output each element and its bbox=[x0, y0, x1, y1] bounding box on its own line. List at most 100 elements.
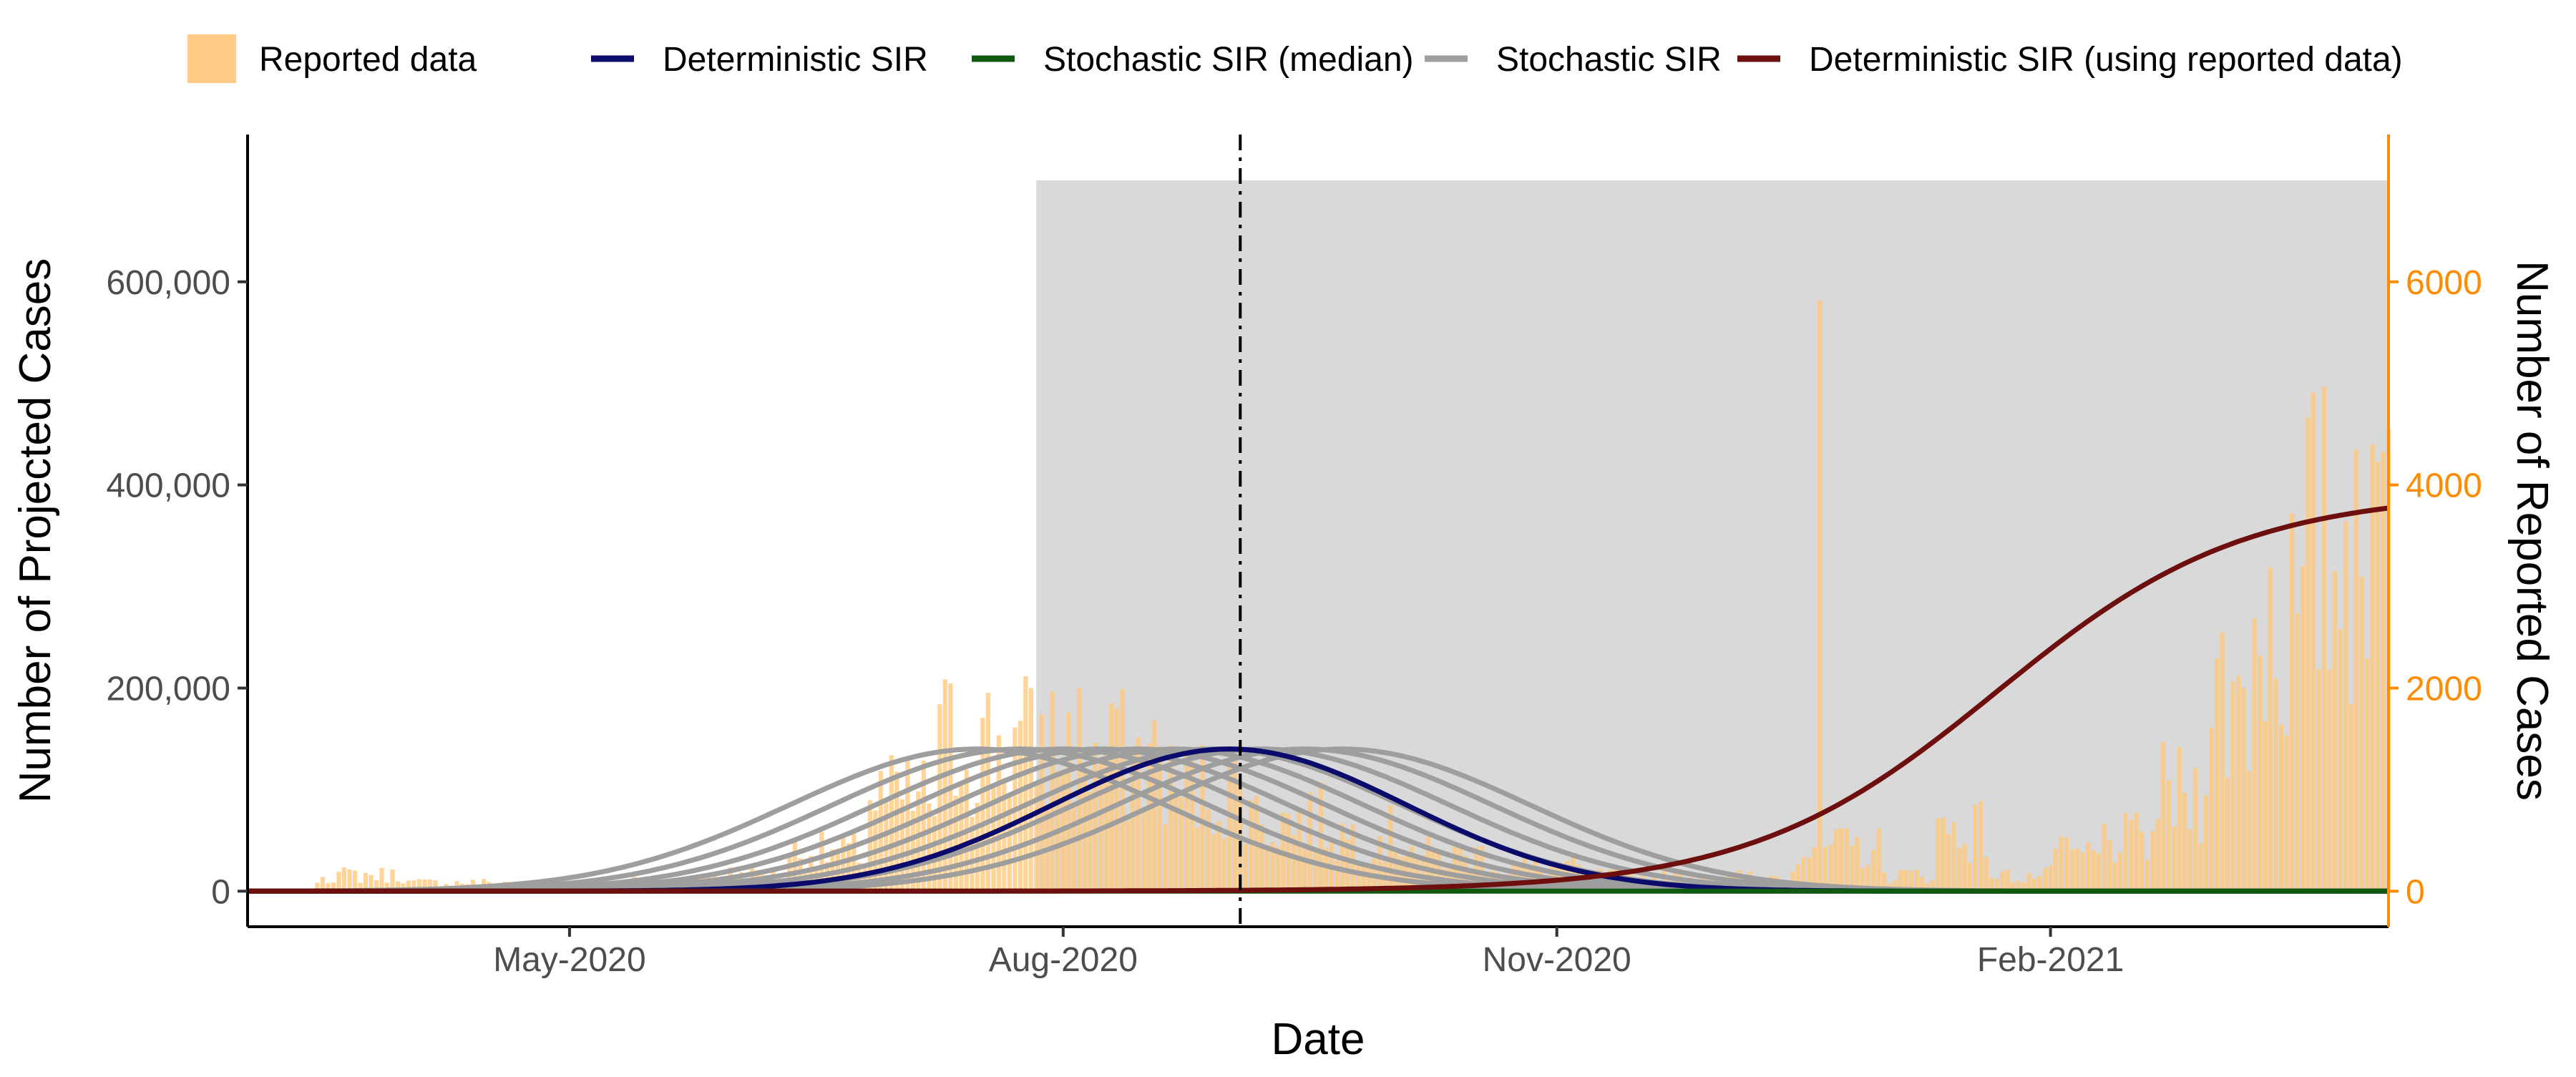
legend-item: Stochastic SIR (median) bbox=[972, 41, 1414, 79]
reported-bar bbox=[1302, 849, 1307, 892]
reported-bar bbox=[1865, 864, 1870, 892]
reported-bar bbox=[2080, 852, 2085, 892]
reported-bar bbox=[2139, 832, 2145, 892]
reported-bar bbox=[1946, 834, 1951, 892]
reported-bar bbox=[1286, 814, 1291, 892]
reported-bar bbox=[1189, 761, 1194, 892]
reported-bar bbox=[1195, 827, 1200, 892]
reported-bar bbox=[2112, 862, 2117, 892]
reported-bar bbox=[2278, 724, 2284, 892]
reported-bar bbox=[369, 874, 374, 892]
reported-bar bbox=[1243, 844, 1248, 892]
reported-bar bbox=[1270, 842, 1275, 892]
reported-bar bbox=[1264, 844, 1269, 892]
reported-bar bbox=[830, 849, 835, 892]
reported-bar bbox=[331, 882, 336, 892]
reported-bar bbox=[2263, 721, 2268, 892]
reported-bar bbox=[1930, 879, 1935, 892]
legend-item: Stochastic SIR bbox=[1425, 41, 1722, 79]
x-tick-label: Nov-2020 bbox=[1483, 941, 1631, 979]
reported-bar bbox=[2359, 577, 2364, 892]
reported-bar bbox=[1367, 866, 1372, 892]
reported-bar bbox=[2011, 882, 2016, 892]
reported-bar bbox=[422, 879, 427, 892]
reported-bar bbox=[1179, 796, 1184, 892]
reported-bar bbox=[942, 679, 947, 892]
reported-bar bbox=[2074, 848, 2080, 892]
reported-bar bbox=[1163, 824, 1168, 892]
legend-item: Reported data bbox=[187, 34, 477, 83]
reported-bar bbox=[2032, 879, 2037, 892]
reported-bar bbox=[1860, 867, 1865, 892]
reported-bar bbox=[1979, 801, 1984, 892]
reported-bar bbox=[2230, 681, 2235, 892]
reported-bar bbox=[1989, 877, 1994, 892]
reported-bar bbox=[1571, 855, 1576, 892]
reported-bar bbox=[326, 883, 331, 892]
reported-bar bbox=[401, 883, 406, 892]
reported-bar bbox=[1221, 838, 1226, 892]
reported-bar bbox=[2381, 452, 2386, 892]
reported-bar bbox=[1350, 824, 1355, 892]
reported-bar bbox=[1206, 809, 1211, 892]
reported-bar bbox=[2289, 513, 2295, 892]
reported-bar bbox=[1120, 688, 1125, 892]
reported-bar bbox=[1410, 846, 1415, 892]
reported-bar bbox=[1292, 834, 1297, 892]
legend-label: Stochastic SIR (median) bbox=[1043, 41, 1414, 79]
y-right-tick-label: 4000 bbox=[2406, 467, 2482, 505]
reported-bar bbox=[1968, 862, 1973, 892]
reported-bar bbox=[1973, 804, 1978, 892]
y-left-tick-label: 600,000 bbox=[106, 264, 230, 302]
reported-bar bbox=[2225, 777, 2230, 892]
reported-bar bbox=[374, 880, 379, 892]
reported-bar bbox=[390, 869, 395, 892]
reported-bar bbox=[2005, 869, 2010, 892]
reported-bar bbox=[1249, 799, 1254, 892]
reported-bar bbox=[1060, 774, 1065, 892]
reported-bar bbox=[980, 717, 985, 892]
reported-bar bbox=[1914, 869, 1919, 892]
reported-bar bbox=[1903, 869, 1908, 892]
reported-bar bbox=[2150, 831, 2155, 892]
y-left-tick-label: 400,000 bbox=[106, 467, 230, 505]
reported-bar bbox=[1211, 834, 1216, 892]
reported-bar bbox=[1324, 848, 1329, 892]
reported-bar bbox=[2332, 571, 2338, 892]
series-lines-layer bbox=[248, 505, 2389, 894]
reported-bar bbox=[1957, 848, 1962, 892]
reported-bar bbox=[427, 879, 433, 892]
reported-bar bbox=[1259, 824, 1264, 892]
reported-bar bbox=[1447, 864, 1452, 892]
reported-bar bbox=[2059, 837, 2064, 892]
legend-label: Deterministic SIR (using reported data) bbox=[1809, 41, 2403, 79]
reported-bar bbox=[2107, 839, 2112, 892]
reported-bar bbox=[2235, 676, 2241, 892]
reported-bar bbox=[2000, 871, 2005, 892]
reported-bar bbox=[2311, 392, 2316, 892]
reported-bar bbox=[2370, 444, 2375, 892]
reported-bar bbox=[2085, 842, 2091, 892]
reported-bar bbox=[1420, 854, 1425, 892]
reported-bar bbox=[2241, 688, 2246, 892]
reported-bar bbox=[1232, 759, 1237, 892]
reported-bar bbox=[1297, 807, 1302, 892]
reported-bar bbox=[1796, 864, 1801, 892]
reported-bar bbox=[2064, 837, 2069, 892]
reported-bar bbox=[2375, 462, 2381, 892]
reported-bar bbox=[384, 882, 390, 892]
reported-bar bbox=[1425, 837, 1430, 892]
reported-bar bbox=[2198, 843, 2203, 892]
reported-bar bbox=[1174, 792, 1179, 892]
reported-bar bbox=[2246, 771, 2252, 892]
y-left-tick-label: 200,000 bbox=[106, 670, 230, 708]
reported-bar bbox=[970, 817, 975, 892]
x-tick-label: Feb-2021 bbox=[1977, 941, 2124, 979]
reported-bar bbox=[1908, 870, 1913, 892]
reported-bar bbox=[809, 856, 814, 892]
reported-bar bbox=[2343, 521, 2348, 892]
reported-bar bbox=[416, 879, 422, 892]
reported-bar bbox=[341, 867, 347, 892]
